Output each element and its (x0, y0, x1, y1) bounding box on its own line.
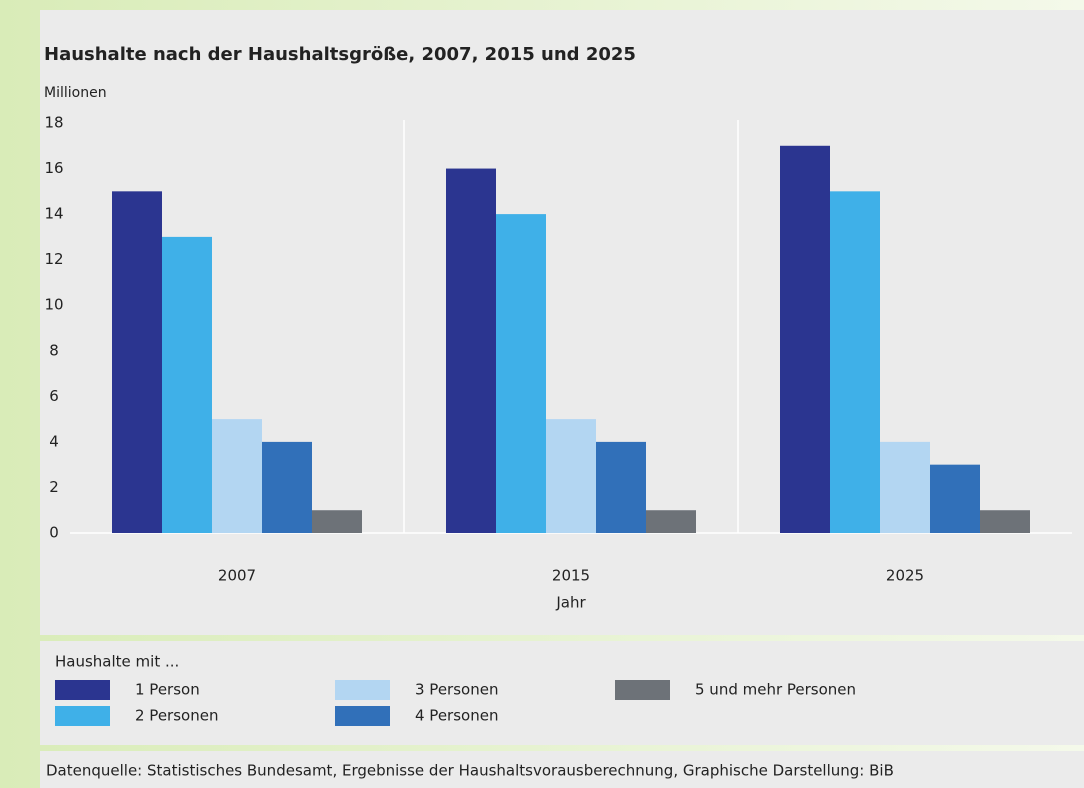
x-tick-label: 2015 (552, 567, 590, 585)
bar (546, 419, 596, 533)
bar (262, 441, 312, 533)
legend-swatch (335, 706, 390, 726)
bar (212, 419, 262, 533)
legend-label: 2 Personen (135, 707, 218, 725)
bar (446, 168, 496, 534)
bar (880, 441, 930, 533)
legend-panel (40, 641, 1084, 745)
bar (780, 145, 830, 533)
bar (830, 191, 880, 534)
bar (162, 236, 212, 533)
bar (112, 191, 162, 534)
bar (312, 510, 362, 533)
legend-label: 3 Personen (415, 681, 498, 699)
y-tick-label: 4 (49, 432, 59, 450)
bar (596, 441, 646, 533)
y-tick-label: 8 (49, 341, 59, 359)
legend-swatch (55, 706, 110, 726)
source: Datenquelle: Statistisches Bundesamt, Er… (46, 762, 894, 780)
legend-swatch (55, 680, 110, 700)
y-tick-label: 14 (44, 205, 63, 223)
legend-label: 4 Personen (415, 707, 498, 725)
y-tick-label: 6 (49, 387, 59, 405)
y-axis-label: Millionen (44, 85, 107, 101)
y-tick-label: 12 (44, 250, 63, 268)
bar (980, 510, 1030, 533)
source-panel (40, 751, 1084, 788)
x-tick-label: 2007 (218, 567, 256, 585)
legend-swatch (335, 680, 390, 700)
x-tick-label: 2025 (886, 567, 924, 585)
legend-label: 1 Person (135, 681, 200, 699)
bar (646, 510, 696, 533)
x-axis-label: Jahr (555, 594, 586, 612)
y-tick-label: 2 (49, 478, 59, 496)
legend-swatch (615, 680, 670, 700)
y-tick-label: 18 (44, 114, 63, 132)
chart-title: Haushalte nach der Haushaltsgröße, 2007,… (44, 44, 636, 65)
legend-title: Haushalte mit ... (55, 653, 179, 671)
y-tick-label: 16 (44, 159, 63, 177)
bar (930, 464, 980, 533)
legend-label: 5 und mehr Personen (695, 681, 856, 699)
bar (496, 214, 546, 533)
y-tick-label: 0 (49, 524, 59, 542)
y-tick-label: 10 (44, 296, 63, 314)
